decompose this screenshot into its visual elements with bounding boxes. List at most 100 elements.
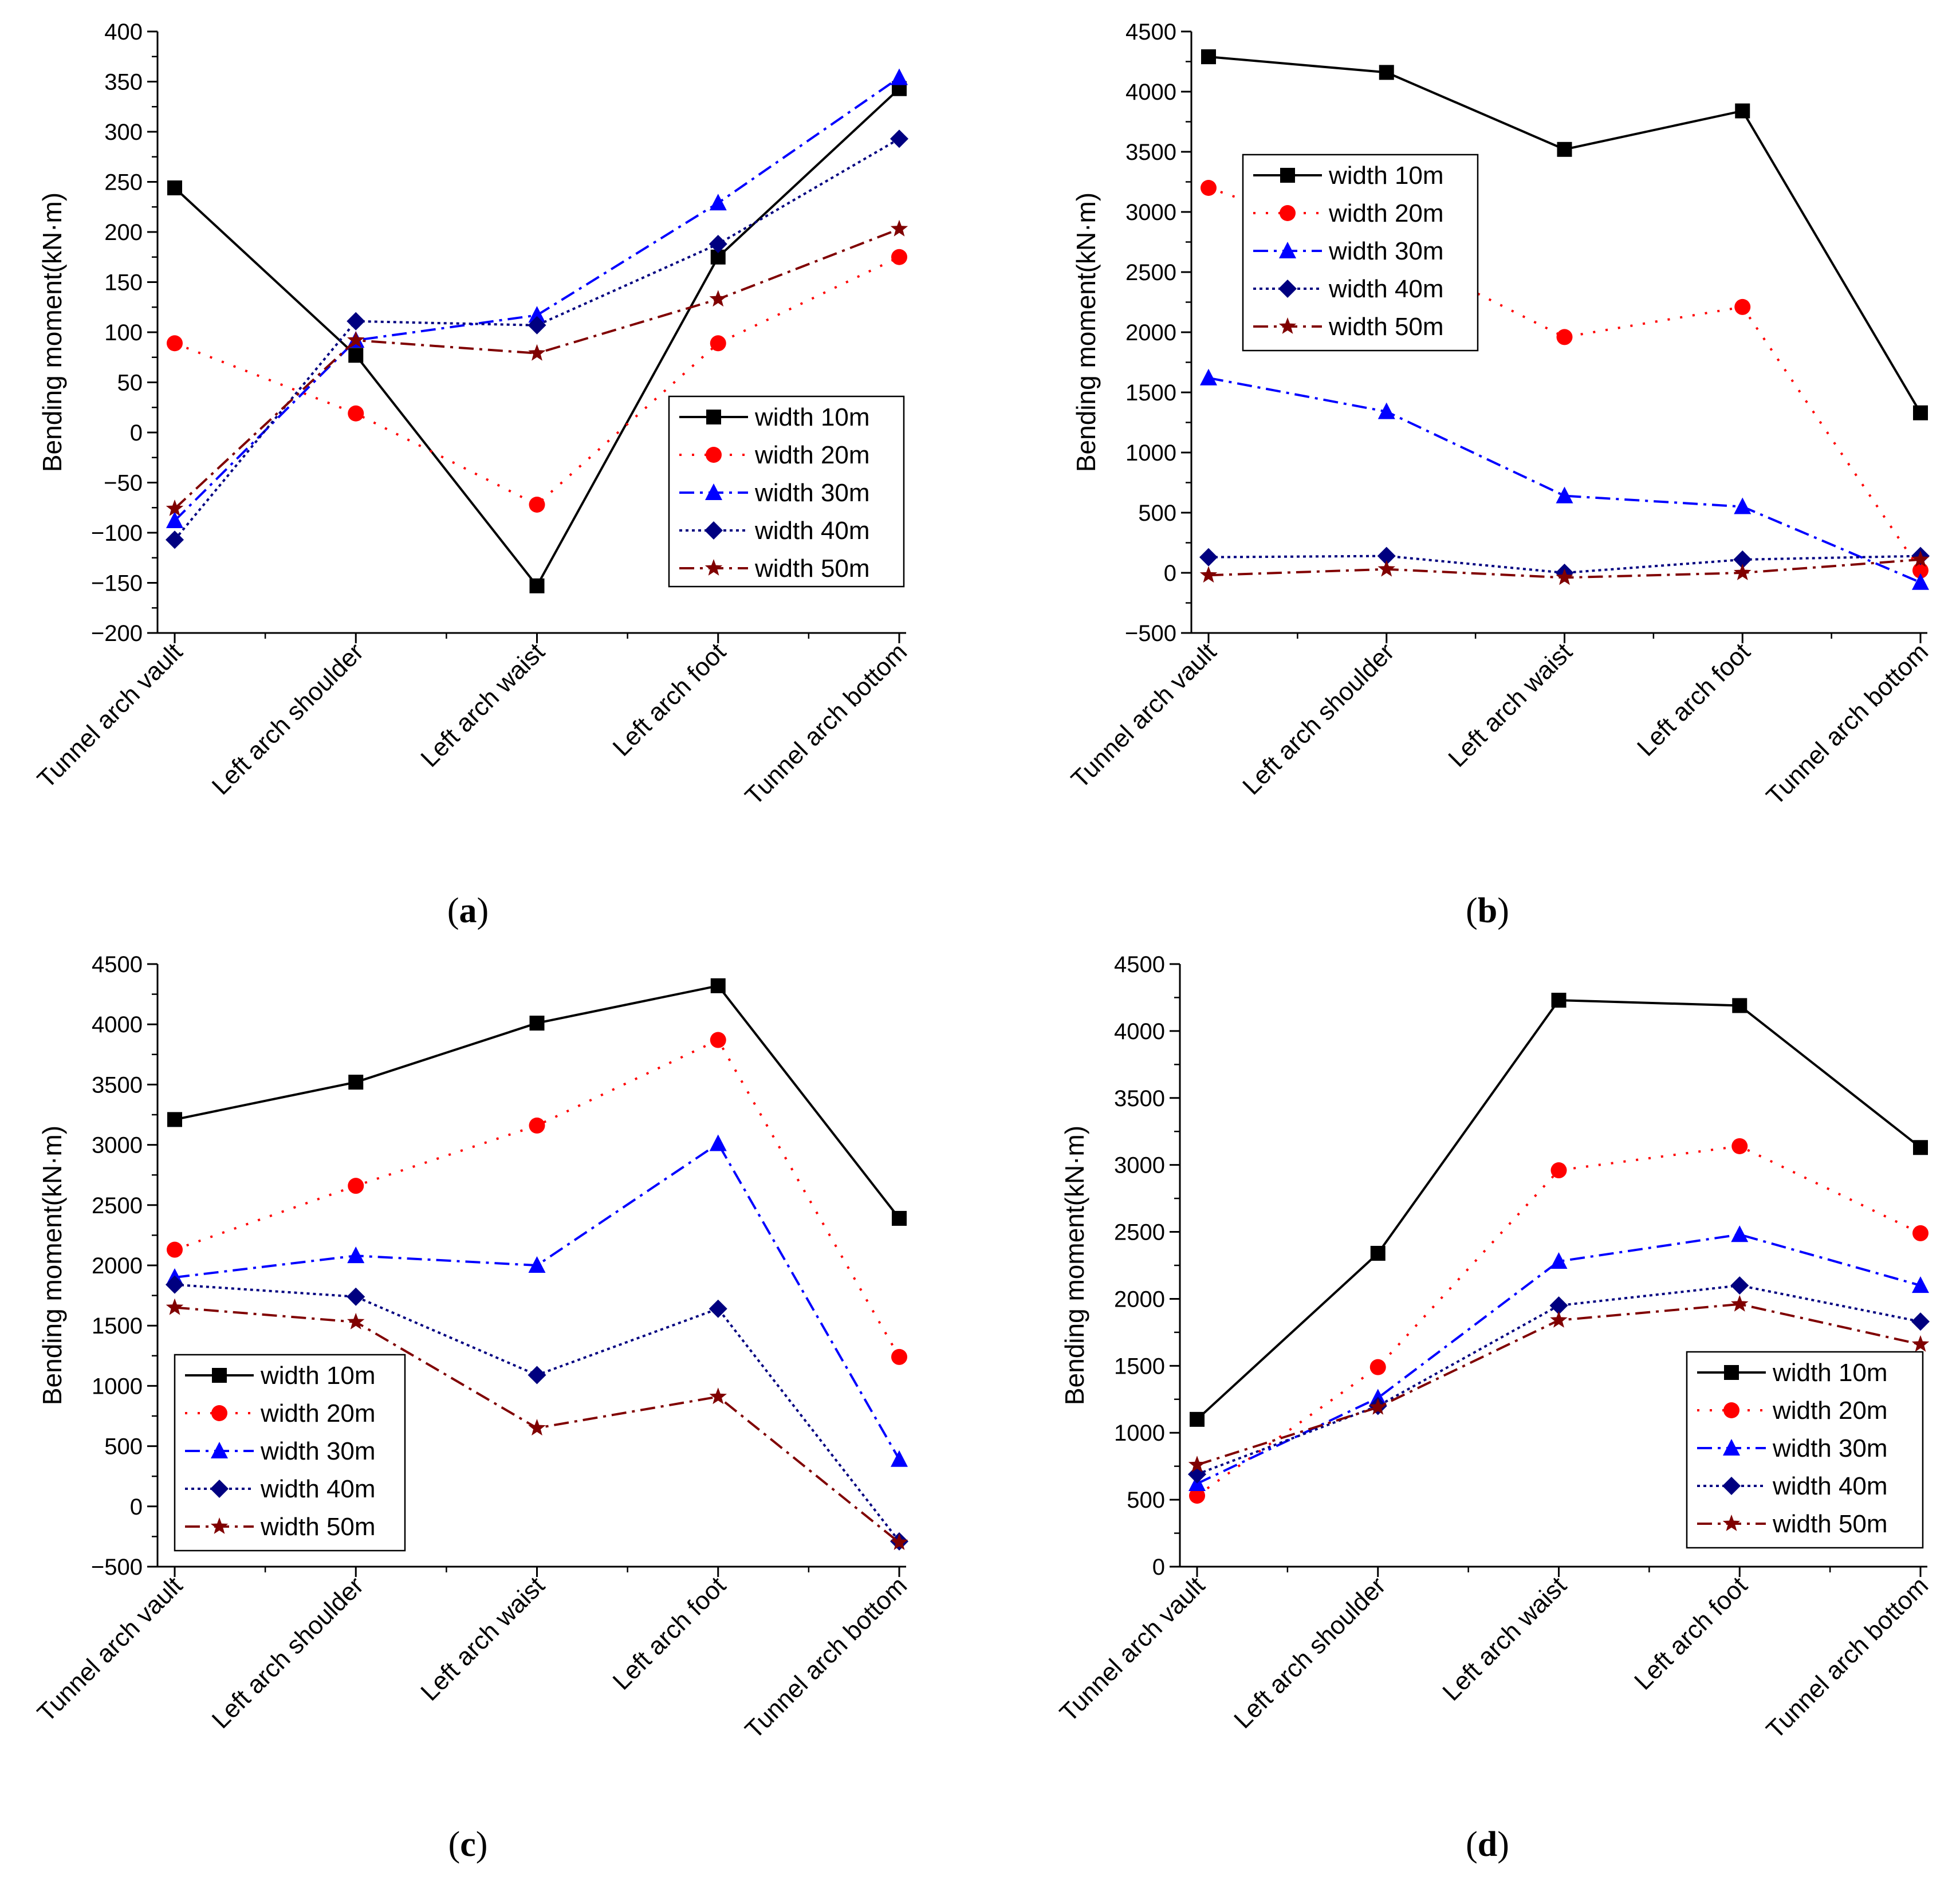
data-point — [529, 1117, 545, 1134]
x-category-label: Tunnel arch bottom — [1761, 638, 1934, 811]
x-category-label: Left arch waist — [415, 1571, 550, 1706]
legend: width 10m width 20m width 30m width 40m widt… — [1686, 1351, 1924, 1549]
legend-marker — [1278, 280, 1297, 298]
y-tick-label: 3000 — [1125, 200, 1176, 225]
series-5 — [166, 1298, 908, 1550]
data-point — [1188, 1456, 1206, 1473]
data-point — [1734, 298, 1751, 315]
data-point — [1550, 1252, 1568, 1269]
y-tick-label: 400 — [104, 19, 143, 45]
legend-marker — [1722, 1515, 1741, 1531]
data-point — [348, 1178, 364, 1194]
x-category-label: Tunnel arch bottom — [740, 638, 913, 811]
legend-label: width 50m — [754, 554, 870, 583]
data-point — [710, 978, 726, 993]
data-point — [347, 331, 365, 348]
data-point — [167, 1241, 183, 1258]
y-tick-label: 500 — [1138, 501, 1176, 526]
data-point — [347, 1312, 365, 1330]
series-3 — [166, 68, 908, 528]
y-tick-label: 4000 — [1125, 80, 1176, 105]
series-line — [1208, 376, 1921, 584]
y-tick-label: 3000 — [1114, 1153, 1165, 1178]
x-category-label: Left arch foot — [1632, 638, 1756, 761]
y-axis-title: Bending moment(kN·m) — [37, 192, 67, 472]
legend-label: width 40m — [754, 517, 870, 545]
x-category-label: Left arch shoulder — [207, 1571, 369, 1734]
data-point — [529, 1016, 545, 1031]
y-tick-label: 300 — [104, 120, 143, 145]
legend-marker — [1280, 168, 1295, 183]
series-line — [174, 137, 900, 541]
data-point — [166, 500, 184, 516]
data-point — [347, 1246, 365, 1264]
panel-caption: (b) — [1466, 891, 1509, 930]
data-point — [1199, 548, 1218, 567]
series-3 — [1200, 368, 1929, 590]
data-point — [348, 405, 364, 422]
chart-panel-b: −500 0 500 1000 1500 2000 2500 3000 3500 4000 4500… — [1066, 19, 1934, 930]
legend-label: width 10m — [754, 403, 870, 431]
data-point — [709, 235, 727, 253]
data-point — [890, 1533, 908, 1550]
panel-caption: (a) — [447, 891, 489, 930]
y-tick-label: −100 — [91, 521, 143, 546]
legend-marker — [1724, 1365, 1739, 1380]
data-point — [890, 129, 908, 148]
x-category-label: Left arch foot — [608, 638, 731, 761]
y-tick-label: 4000 — [92, 1012, 143, 1037]
data-point — [347, 1287, 365, 1306]
y-tick-label: 3500 — [1114, 1086, 1165, 1111]
legend-marker — [1279, 242, 1296, 258]
y-tick-label: 1000 — [1125, 440, 1176, 466]
data-point — [1911, 1335, 1930, 1352]
legend-label: width 50m — [1328, 313, 1444, 341]
y-tick-label: −50 — [104, 471, 143, 496]
y-tick-label: 4500 — [92, 952, 143, 977]
series-2 — [167, 1032, 907, 1365]
chart-panel-c: −500 0 500 1000 1500 2000 2500 3000 3500 4000 4500… — [32, 952, 912, 1864]
legend-marker — [705, 521, 723, 540]
data-point — [709, 1387, 727, 1405]
data-point — [891, 68, 908, 85]
data-point — [529, 578, 545, 593]
x-category-label: Left arch waist — [1437, 1571, 1572, 1706]
series-line — [174, 255, 900, 506]
data-point — [1735, 103, 1750, 119]
data-point — [709, 194, 727, 211]
series-1 — [167, 978, 907, 1226]
data-point — [890, 219, 908, 237]
data-point — [891, 1450, 908, 1467]
x-category-label: Left arch shoulder — [207, 638, 369, 800]
series-1 — [1190, 993, 1928, 1427]
y-tick-label: 1000 — [92, 1374, 143, 1399]
data-point — [710, 1032, 726, 1048]
data-point — [709, 1299, 727, 1318]
data-point — [709, 290, 727, 307]
data-point — [1377, 560, 1395, 577]
data-point — [892, 1210, 907, 1226]
y-axis-title: Bending moment(kN·m) — [1071, 192, 1101, 472]
legend-marker — [210, 1517, 229, 1534]
data-point — [1369, 1398, 1387, 1415]
x-category-label: Tunnel arch bottom — [1761, 1571, 1934, 1744]
data-point — [528, 316, 546, 335]
legend-marker — [212, 1368, 227, 1383]
legend-marker — [211, 1405, 227, 1421]
legend-marker — [210, 1480, 229, 1498]
series-5 — [1188, 1295, 1930, 1473]
series-1 — [1201, 49, 1928, 420]
data-point — [1912, 1276, 1929, 1293]
legend-marker — [1280, 205, 1296, 221]
data-point — [1550, 1311, 1568, 1328]
data-point — [1731, 1295, 1749, 1312]
panel-caption: (d) — [1466, 1825, 1509, 1864]
x-category-label: Left arch foot — [1629, 1571, 1753, 1695]
y-tick-label: 2500 — [1125, 260, 1176, 285]
legend-marker — [706, 410, 721, 424]
x-category-label: Tunnel arch vault — [32, 1571, 188, 1727]
legend-label: width 40m — [1328, 275, 1444, 303]
legend-label: width 40m — [1772, 1472, 1888, 1500]
legend-marker — [211, 1442, 228, 1458]
